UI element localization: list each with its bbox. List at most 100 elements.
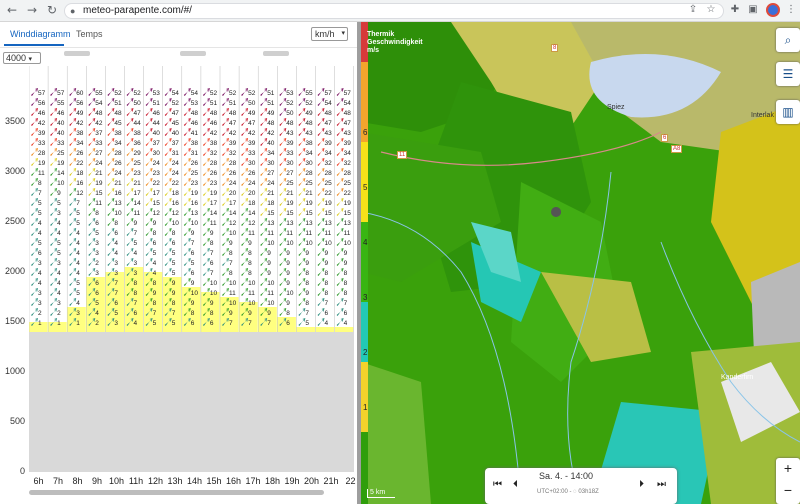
wind-speed-label: 29 — [134, 150, 142, 157]
unit-select[interactable]: km/h ▾ — [311, 27, 348, 41]
wind-speed-label: 2 — [95, 320, 99, 327]
wind-speed-label: 36 — [134, 140, 142, 147]
tab-winddiagramm[interactable]: Winddiagramm — [10, 29, 71, 39]
wind-speed-label: 6 — [95, 220, 99, 227]
wind-speed-label: 48 — [286, 120, 294, 127]
wind-speed-label: 5 — [38, 210, 42, 217]
skip-forward-icon[interactable]: ⏭ — [657, 479, 666, 490]
wind-speed-label: 6 — [95, 280, 99, 287]
wind-speed-label: 22 — [172, 180, 180, 187]
wind-arrow — [31, 248, 38, 256]
wind-arrow — [241, 158, 249, 166]
chart-icon[interactable]: ▥ — [776, 100, 800, 124]
tab-temps[interactable]: Temps — [76, 29, 103, 39]
wind-arrow — [164, 238, 172, 246]
thermal-column — [296, 327, 315, 332]
zoom-in-button[interactable]: + — [783, 460, 793, 476]
thermal-column — [86, 277, 105, 332]
wind-arrow — [50, 198, 58, 206]
wind-speed-label: 10 — [229, 280, 237, 287]
wind-speed-label: 24 — [229, 180, 237, 187]
wind-speed-label: 39 — [286, 140, 294, 147]
wind-speed-label: 42 — [229, 130, 237, 137]
step-back-icon[interactable]: ⏴ — [513, 479, 518, 490]
wind-arrow — [126, 238, 134, 246]
browser-toolbar: ← → ↻ ● meteo-parapente.com/#/ ⇪ ☆ ✚ ▣ ⋮ — [0, 0, 800, 22]
wind-arrow — [222, 118, 229, 126]
search-icon[interactable]: ⌕ — [776, 28, 800, 52]
wind-speed-label: 9 — [325, 260, 329, 267]
wind-speed-label: 4 — [114, 250, 118, 257]
forward-icon[interactable]: → — [26, 3, 38, 17]
wind-arrow — [145, 128, 153, 136]
wind-arrow — [126, 298, 134, 306]
skip-back-icon[interactable]: ⏮ — [493, 479, 502, 490]
wind-speed-label: 19 — [286, 200, 294, 207]
wind-arrow — [164, 138, 172, 146]
address-bar[interactable]: ● meteo-parapente.com/#/ — [64, 3, 724, 19]
wind-speed-label: 38 — [134, 130, 142, 137]
wind-arrow — [88, 158, 96, 166]
wind-speed-label: 22 — [325, 190, 333, 197]
wind-arrow — [241, 88, 249, 96]
wind-arrow — [222, 308, 229, 316]
menu-dots-icon[interactable]: ⋮ — [786, 4, 796, 15]
time-control: ⏮ ⏴ Sa. 4. - 14:00 UTC+02:00 - ◌ 03h18Z … — [485, 468, 677, 504]
extensions-icon[interactable]: ✚ — [730, 4, 740, 15]
panel-divider[interactable] — [357, 22, 361, 504]
x-tick-label: 8h — [72, 476, 83, 486]
zoom-out-button[interactable]: − — [783, 482, 793, 498]
wind-arrow — [107, 178, 115, 186]
altitude-select-value: 4000 — [6, 53, 27, 63]
wind-speed-label: 6 — [286, 320, 290, 327]
wind-arrow — [222, 228, 229, 236]
wind-arrow — [164, 148, 172, 156]
wind-arrow — [107, 148, 115, 156]
share-icon[interactable]: ⇪ — [688, 4, 698, 15]
wind-speed-label: 40 — [57, 130, 65, 137]
wind-arrow — [31, 178, 38, 186]
wind-arrow — [241, 288, 249, 296]
wind-speed-label: 46 — [57, 110, 65, 117]
wind-arrow — [31, 288, 38, 296]
step-forward-icon[interactable]: ⏵ — [639, 479, 644, 490]
sidebar-icon[interactable]: ▣ — [748, 4, 758, 15]
wind-speed-label: 7 — [229, 260, 233, 267]
bookmark-star-icon[interactable]: ☆ — [706, 4, 716, 15]
horizontal-scrollbar[interactable] — [29, 490, 324, 495]
wind-speed-label: 40 — [267, 140, 275, 147]
wind-speed-label: 4 — [57, 280, 61, 287]
wind-arrow — [69, 158, 77, 166]
wind-arrow — [317, 258, 325, 266]
wind-speed-label: 11 — [95, 200, 102, 207]
map-view[interactable]: 6 5 4 3 2 1 Thermik Geschwindigkeit m/s … — [361, 22, 800, 504]
avatar[interactable] — [766, 3, 780, 17]
wind-arrow — [145, 98, 153, 106]
wind-speed-label: 39 — [229, 140, 237, 147]
wind-arrow — [317, 318, 325, 326]
wind-arrow — [260, 258, 268, 266]
wind-arrow — [260, 298, 268, 306]
wind-arrow — [69, 178, 77, 186]
wind-arrow — [317, 98, 325, 106]
road-number: 11 — [397, 151, 408, 159]
wind-speed-label: 20 — [248, 190, 256, 197]
wind-speed-label: 44 — [134, 120, 142, 127]
wind-speed-label: 45 — [172, 120, 180, 127]
altitude-select[interactable]: 4000 ▾ — [3, 52, 41, 64]
wind-arrow — [183, 148, 191, 156]
wind-arrow — [145, 178, 153, 186]
wind-speed-label: 48 — [95, 110, 103, 117]
wind-arrow — [145, 148, 153, 156]
settings-sliders-icon[interactable]: ☰ — [776, 62, 800, 86]
wind-arrow — [50, 238, 58, 246]
back-icon[interactable]: ← — [6, 3, 18, 17]
wind-arrow — [336, 178, 344, 186]
reload-icon[interactable]: ↻ — [46, 3, 58, 17]
wind-arrow — [50, 298, 58, 306]
wind-arrow — [31, 118, 38, 126]
x-tick-label: 10h — [108, 476, 125, 486]
wind-arrow — [336, 128, 344, 136]
wind-arrow — [88, 208, 96, 216]
time-axis: 6h 7h 8h 9h 10h 11h 12h 13h 14h 15h 16h 17h 18h 19h 20… — [29, 474, 355, 490]
